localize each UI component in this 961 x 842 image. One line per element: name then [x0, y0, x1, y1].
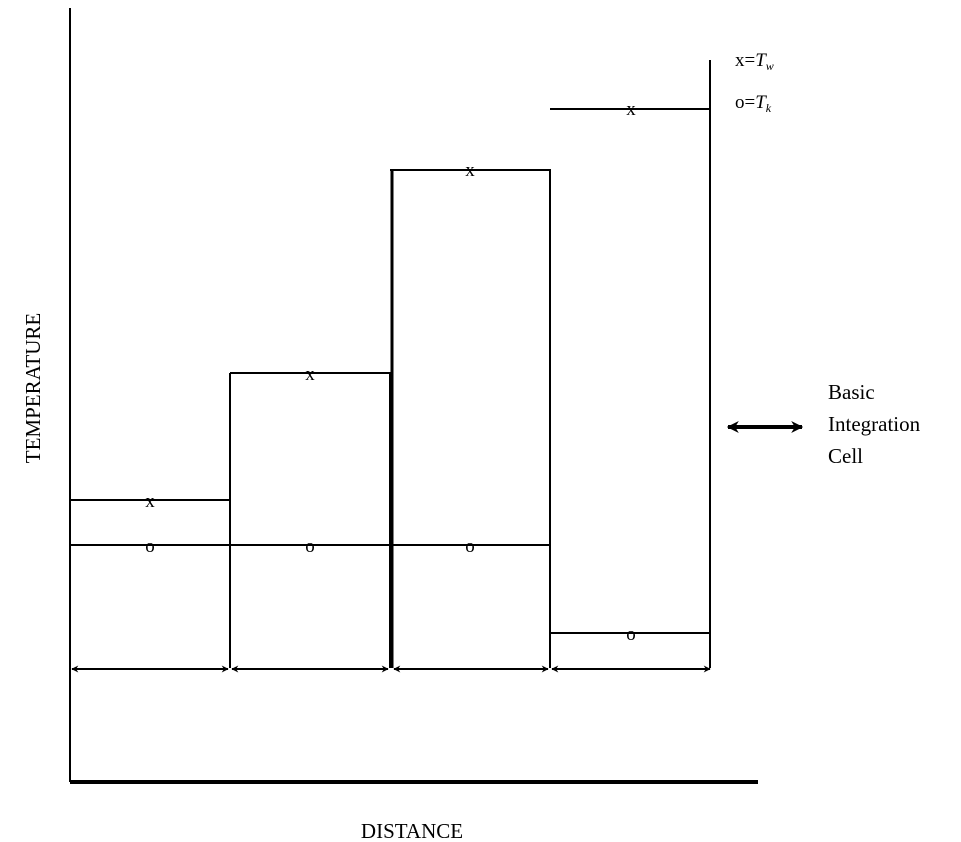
- cell-1-outline: [70, 499, 231, 668]
- legend-tw: x=Tw: [735, 50, 774, 73]
- tk-marker-cell-2: o: [305, 536, 315, 557]
- tw-marker-cell-4: x: [626, 99, 636, 120]
- tw-marker-cell-1: x: [145, 491, 155, 512]
- tk-marker-cell-4: o: [626, 624, 636, 645]
- svg-text:x=Tw: x=Tw: [735, 50, 774, 73]
- tw-marker-cell-3: x: [465, 160, 475, 181]
- cell-3-outline: [390, 169, 551, 668]
- integration-cell-label-line1: Basic: [828, 380, 875, 404]
- svg-text:o=Tk: o=Tk: [735, 92, 772, 115]
- cell-2-outline: [230, 372, 391, 668]
- y-axis-label: TEMPERATURE: [21, 313, 45, 464]
- x-axis-label: DISTANCE: [361, 819, 463, 842]
- tw-marker-cell-2: x: [305, 364, 315, 385]
- tk-marker-cell-3: o: [465, 536, 475, 557]
- integration-cell-label-line2: Integration: [828, 412, 921, 436]
- cell-4-outline: [550, 108, 711, 668]
- tk-marker-cell-1: o: [145, 536, 155, 557]
- legend-tk: o=Tk: [735, 92, 772, 115]
- integration-cell-label-line3: Cell: [828, 444, 863, 468]
